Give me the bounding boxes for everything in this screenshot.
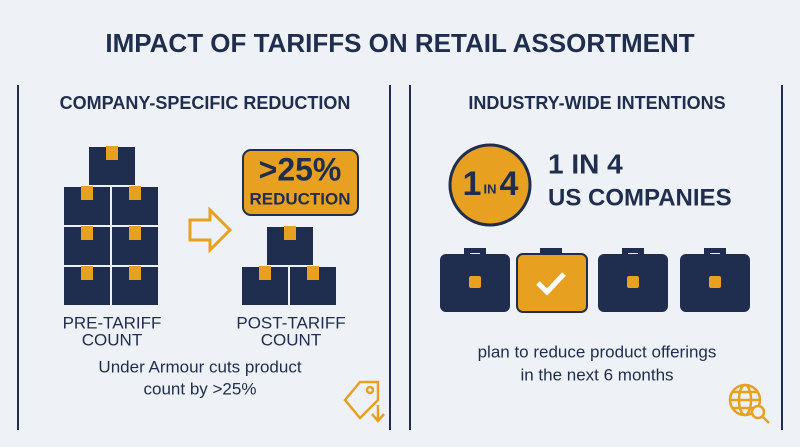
caption: plan to reduce product offerings bbox=[478, 342, 717, 361]
pre-label: COUNT bbox=[82, 330, 142, 349]
post-label: COUNT bbox=[261, 330, 321, 349]
frame bbox=[17, 85, 783, 430]
circle-text: IN bbox=[484, 181, 497, 196]
title: IMPACT OF TARIFFS ON RETAIL ASSORTMENT bbox=[105, 28, 694, 58]
circle-text: 1 bbox=[463, 165, 482, 203]
stat: 1 IN 4 bbox=[548, 148, 623, 179]
badge-value: >25% bbox=[259, 151, 342, 187]
panel-heading: COMPANY-SPECIFIC REDUCTION bbox=[60, 93, 351, 113]
briefcases bbox=[440, 248, 750, 313]
caption: count by >25% bbox=[144, 379, 257, 398]
caption: in the next 6 months bbox=[520, 365, 673, 384]
pre-label: PRE-TARIFF bbox=[63, 313, 162, 332]
ratio-circle bbox=[448, 143, 532, 227]
post-label: POST-TARIFF bbox=[236, 313, 345, 332]
arrow bbox=[188, 206, 233, 254]
stat: US COMPANIES bbox=[548, 184, 732, 211]
circle-text: 4 bbox=[500, 165, 519, 203]
badge bbox=[242, 149, 359, 216]
badge-label: REDUCTION bbox=[249, 189, 350, 208]
tag-icon bbox=[343, 380, 385, 423]
caption: Under Armour cuts product bbox=[98, 357, 301, 376]
globe-icon bbox=[728, 383, 770, 424]
panel-heading: INDUSTRY-WIDE INTENTIONS bbox=[468, 93, 725, 113]
